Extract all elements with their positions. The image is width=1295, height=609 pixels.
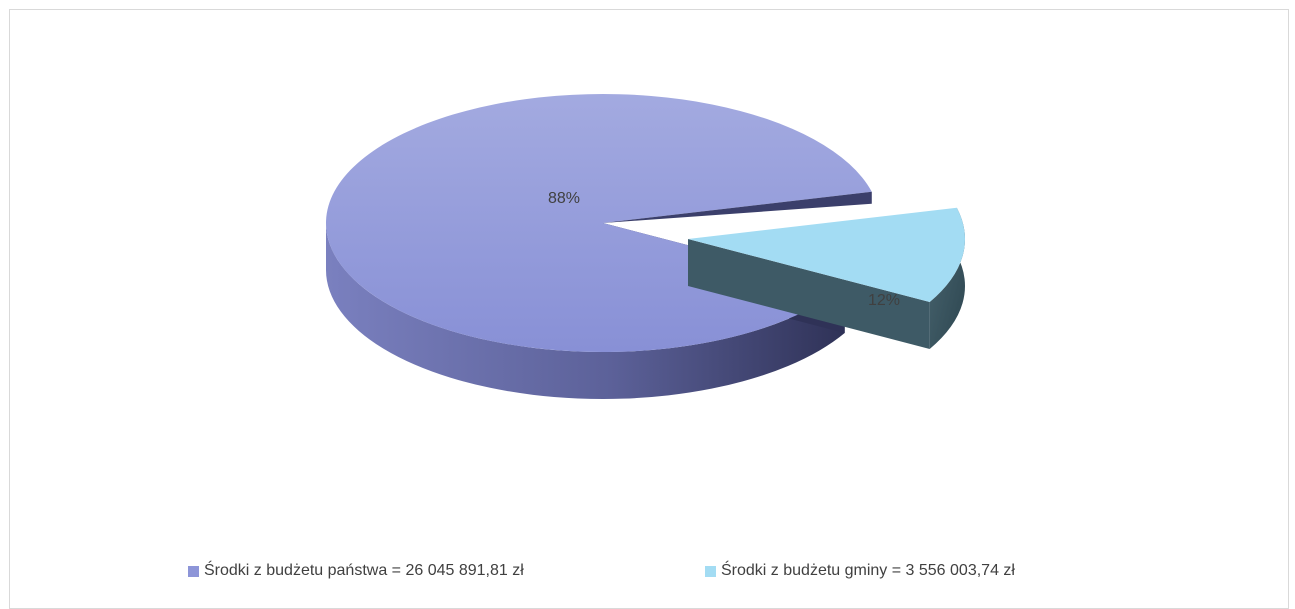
legend-swatch-1	[705, 565, 716, 577]
pie-slice-0-edge	[603, 191, 872, 223]
legend-item-0: Środki z budżetu państwa = 26 045 891,81…	[188, 558, 524, 584]
pie-slice-1-wall	[688, 239, 930, 350]
legend-swatch-0	[188, 565, 199, 577]
pie-slice-1-side	[929, 207, 965, 350]
legend-label-1: Środki z budżetu gminy = 3 556 003,74 zł	[721, 562, 1015, 579]
data-label-0: 88%	[548, 190, 580, 207]
pie-slice-0-side	[326, 223, 845, 400]
legend-item-1: Środki z budżetu gminy = 3 556 003,74 zł	[705, 558, 1015, 584]
pie-slice-0	[326, 93, 872, 352]
legend-label-0: Środki z budżetu państwa = 26 045 891,81…	[204, 562, 524, 579]
legend: Środki z budżetu państwa = 26 045 891,81…	[0, 558, 1295, 584]
pie-slice-1	[688, 207, 965, 303]
data-label-1: 12%	[868, 292, 900, 309]
